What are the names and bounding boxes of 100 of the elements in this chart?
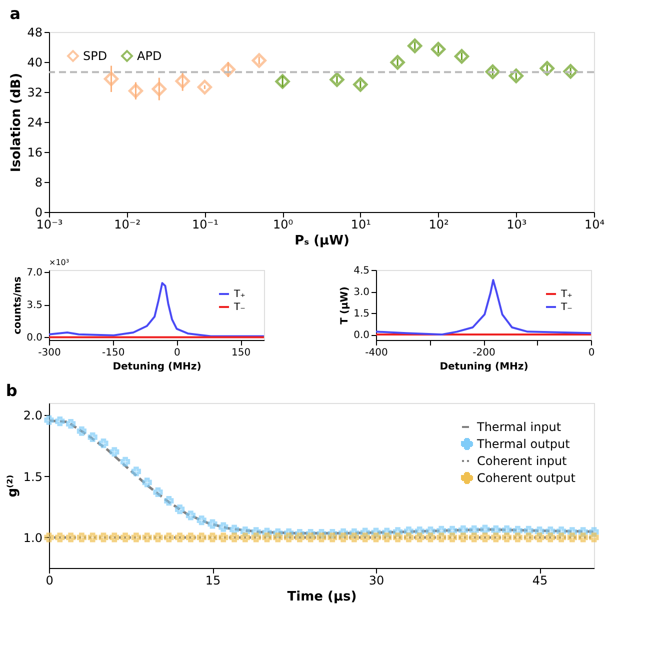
x-tick-label: 10⁰ — [273, 218, 294, 232]
x-tick-label: 0 — [174, 348, 180, 358]
y-tick-label: 4.5 — [354, 266, 370, 276]
point — [360, 528, 370, 538]
point — [502, 532, 512, 542]
line-series — [48, 282, 265, 338]
x-tick-label: 0 — [588, 348, 595, 358]
point — [76, 426, 86, 436]
point — [306, 532, 316, 542]
point — [120, 456, 130, 466]
point — [382, 532, 392, 542]
point — [262, 532, 272, 542]
y-tick-label: 3.0 — [354, 287, 370, 298]
point — [578, 527, 588, 537]
y-tick-label: 3.5 — [26, 300, 42, 312]
chart-title: a — [10, 4, 21, 23]
y-tick-label: 24 — [27, 116, 42, 130]
y-axis-title: g⁽²⁾ — [5, 474, 20, 498]
point — [44, 415, 54, 425]
y-tick-label: 7.0 — [26, 267, 42, 278]
point — [349, 532, 359, 542]
point — [284, 528, 294, 538]
legend-label: Coherent output — [477, 471, 576, 485]
point — [512, 526, 522, 536]
point — [153, 487, 163, 498]
legend-label: T₊ — [560, 289, 572, 300]
point — [120, 532, 130, 542]
point — [328, 528, 338, 539]
y-axis-title: Isolation (dB) — [9, 72, 24, 172]
point — [426, 526, 436, 536]
point — [349, 528, 359, 538]
point — [110, 532, 120, 542]
point — [448, 532, 458, 542]
x-tick-label: -400 — [365, 348, 388, 358]
point — [393, 527, 403, 537]
point — [218, 532, 228, 542]
x-tick-label: 10⁻² — [114, 218, 141, 232]
point — [502, 525, 512, 535]
legend-label: T₋ — [233, 302, 246, 313]
point — [76, 532, 86, 542]
point — [55, 532, 65, 542]
x-tick-label: 10⁻³ — [36, 218, 63, 232]
point — [88, 532, 98, 542]
point — [273, 528, 283, 538]
y-tick-label: 0.0 — [26, 332, 42, 344]
point — [458, 532, 468, 542]
point — [512, 532, 522, 542]
point — [186, 532, 196, 542]
point — [208, 532, 218, 542]
point — [175, 532, 185, 542]
point — [142, 478, 152, 488]
legend-label: Thermal input — [476, 420, 562, 434]
point — [360, 532, 370, 542]
point — [251, 527, 261, 537]
point — [110, 447, 120, 457]
point — [294, 532, 304, 542]
point — [164, 532, 174, 542]
legend-label: T₊ — [233, 289, 246, 300]
x-axis-title: Pₛ (μW) — [294, 234, 350, 248]
point — [88, 432, 98, 442]
point — [524, 526, 534, 536]
point — [480, 524, 490, 534]
point — [131, 532, 141, 542]
point — [469, 532, 479, 542]
y-tick-label: 16 — [27, 146, 42, 160]
y-tick-label: 2.0 — [23, 408, 42, 423]
y-tick-label: 0.0 — [354, 330, 370, 342]
point — [578, 532, 588, 542]
point — [491, 525, 501, 535]
point — [218, 522, 228, 532]
y-axis-title: T (μW) — [340, 286, 351, 324]
y-tick-label: 1.0 — [23, 530, 42, 545]
point — [436, 532, 446, 542]
x-tick-label: 45 — [532, 574, 548, 588]
legend-label: APD — [137, 49, 162, 63]
x-tick-label: 15 — [205, 574, 221, 588]
point — [230, 532, 240, 542]
point — [426, 532, 436, 542]
point — [480, 532, 490, 542]
y-tick-label: 48 — [27, 26, 42, 40]
point — [328, 532, 338, 542]
point — [142, 532, 152, 542]
point — [55, 416, 65, 426]
point — [404, 532, 414, 542]
point — [524, 532, 534, 542]
point — [153, 532, 163, 542]
text: ×10³ — [49, 258, 70, 267]
point — [338, 528, 348, 538]
point — [491, 532, 501, 542]
point — [534, 526, 544, 536]
point — [131, 466, 141, 476]
point — [371, 528, 381, 538]
point — [164, 496, 174, 506]
point — [240, 526, 250, 536]
point — [66, 532, 76, 542]
point — [414, 526, 424, 536]
y-tick-label: 1.5 — [23, 470, 42, 484]
x-tick-label: 30 — [368, 574, 384, 588]
point — [196, 532, 206, 542]
point — [469, 525, 479, 535]
